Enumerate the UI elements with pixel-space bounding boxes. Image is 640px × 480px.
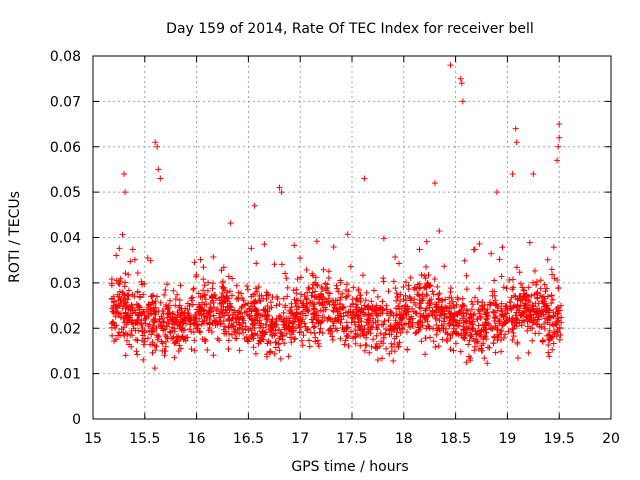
x-tick-label: 17 xyxy=(291,431,309,447)
x-tick-label: 18 xyxy=(395,431,413,447)
y-tick-label: 0.07 xyxy=(50,94,81,110)
y-tick-label: 0.05 xyxy=(50,185,81,201)
grid-layer xyxy=(93,56,611,419)
x-axis-label: GPS time / hours xyxy=(291,459,408,475)
x-tick-label: 17.5 xyxy=(336,431,367,447)
tick-labels: 15 15.5 16 16.5 17 17.5 18 18.5 19 19.5 20 0 0.01 0.0… xyxy=(50,49,620,447)
x-tick-label: 19 xyxy=(498,431,516,447)
x-tick-label: 19.5 xyxy=(544,431,575,447)
y-tick-label: 0.08 xyxy=(50,49,81,65)
x-tick-label: 18.5 xyxy=(440,431,471,447)
y-tick-label: 0.06 xyxy=(50,140,81,156)
y-axis-label: ROTI / TECUs xyxy=(7,191,23,283)
x-tick-label: 16 xyxy=(188,431,206,447)
y-tick-label: 0 xyxy=(72,412,81,428)
chart-title: Day 159 of 2014, Rate Of TEC Index for r… xyxy=(166,21,534,37)
y-tick-label: 0.04 xyxy=(50,231,81,247)
plot-frame xyxy=(92,55,612,420)
y-tick-label: 0.03 xyxy=(50,276,81,292)
x-tick-label: 15 xyxy=(84,431,102,447)
x-tick-label: 16.5 xyxy=(233,431,264,447)
x-tick-label: 15.5 xyxy=(129,431,160,447)
y-tick-label: 0.01 xyxy=(50,367,81,383)
scatter-marks xyxy=(108,62,565,372)
y-tick-label: 0.02 xyxy=(50,321,81,337)
data-points xyxy=(108,62,565,372)
x-tick-label: 20 xyxy=(602,431,620,447)
